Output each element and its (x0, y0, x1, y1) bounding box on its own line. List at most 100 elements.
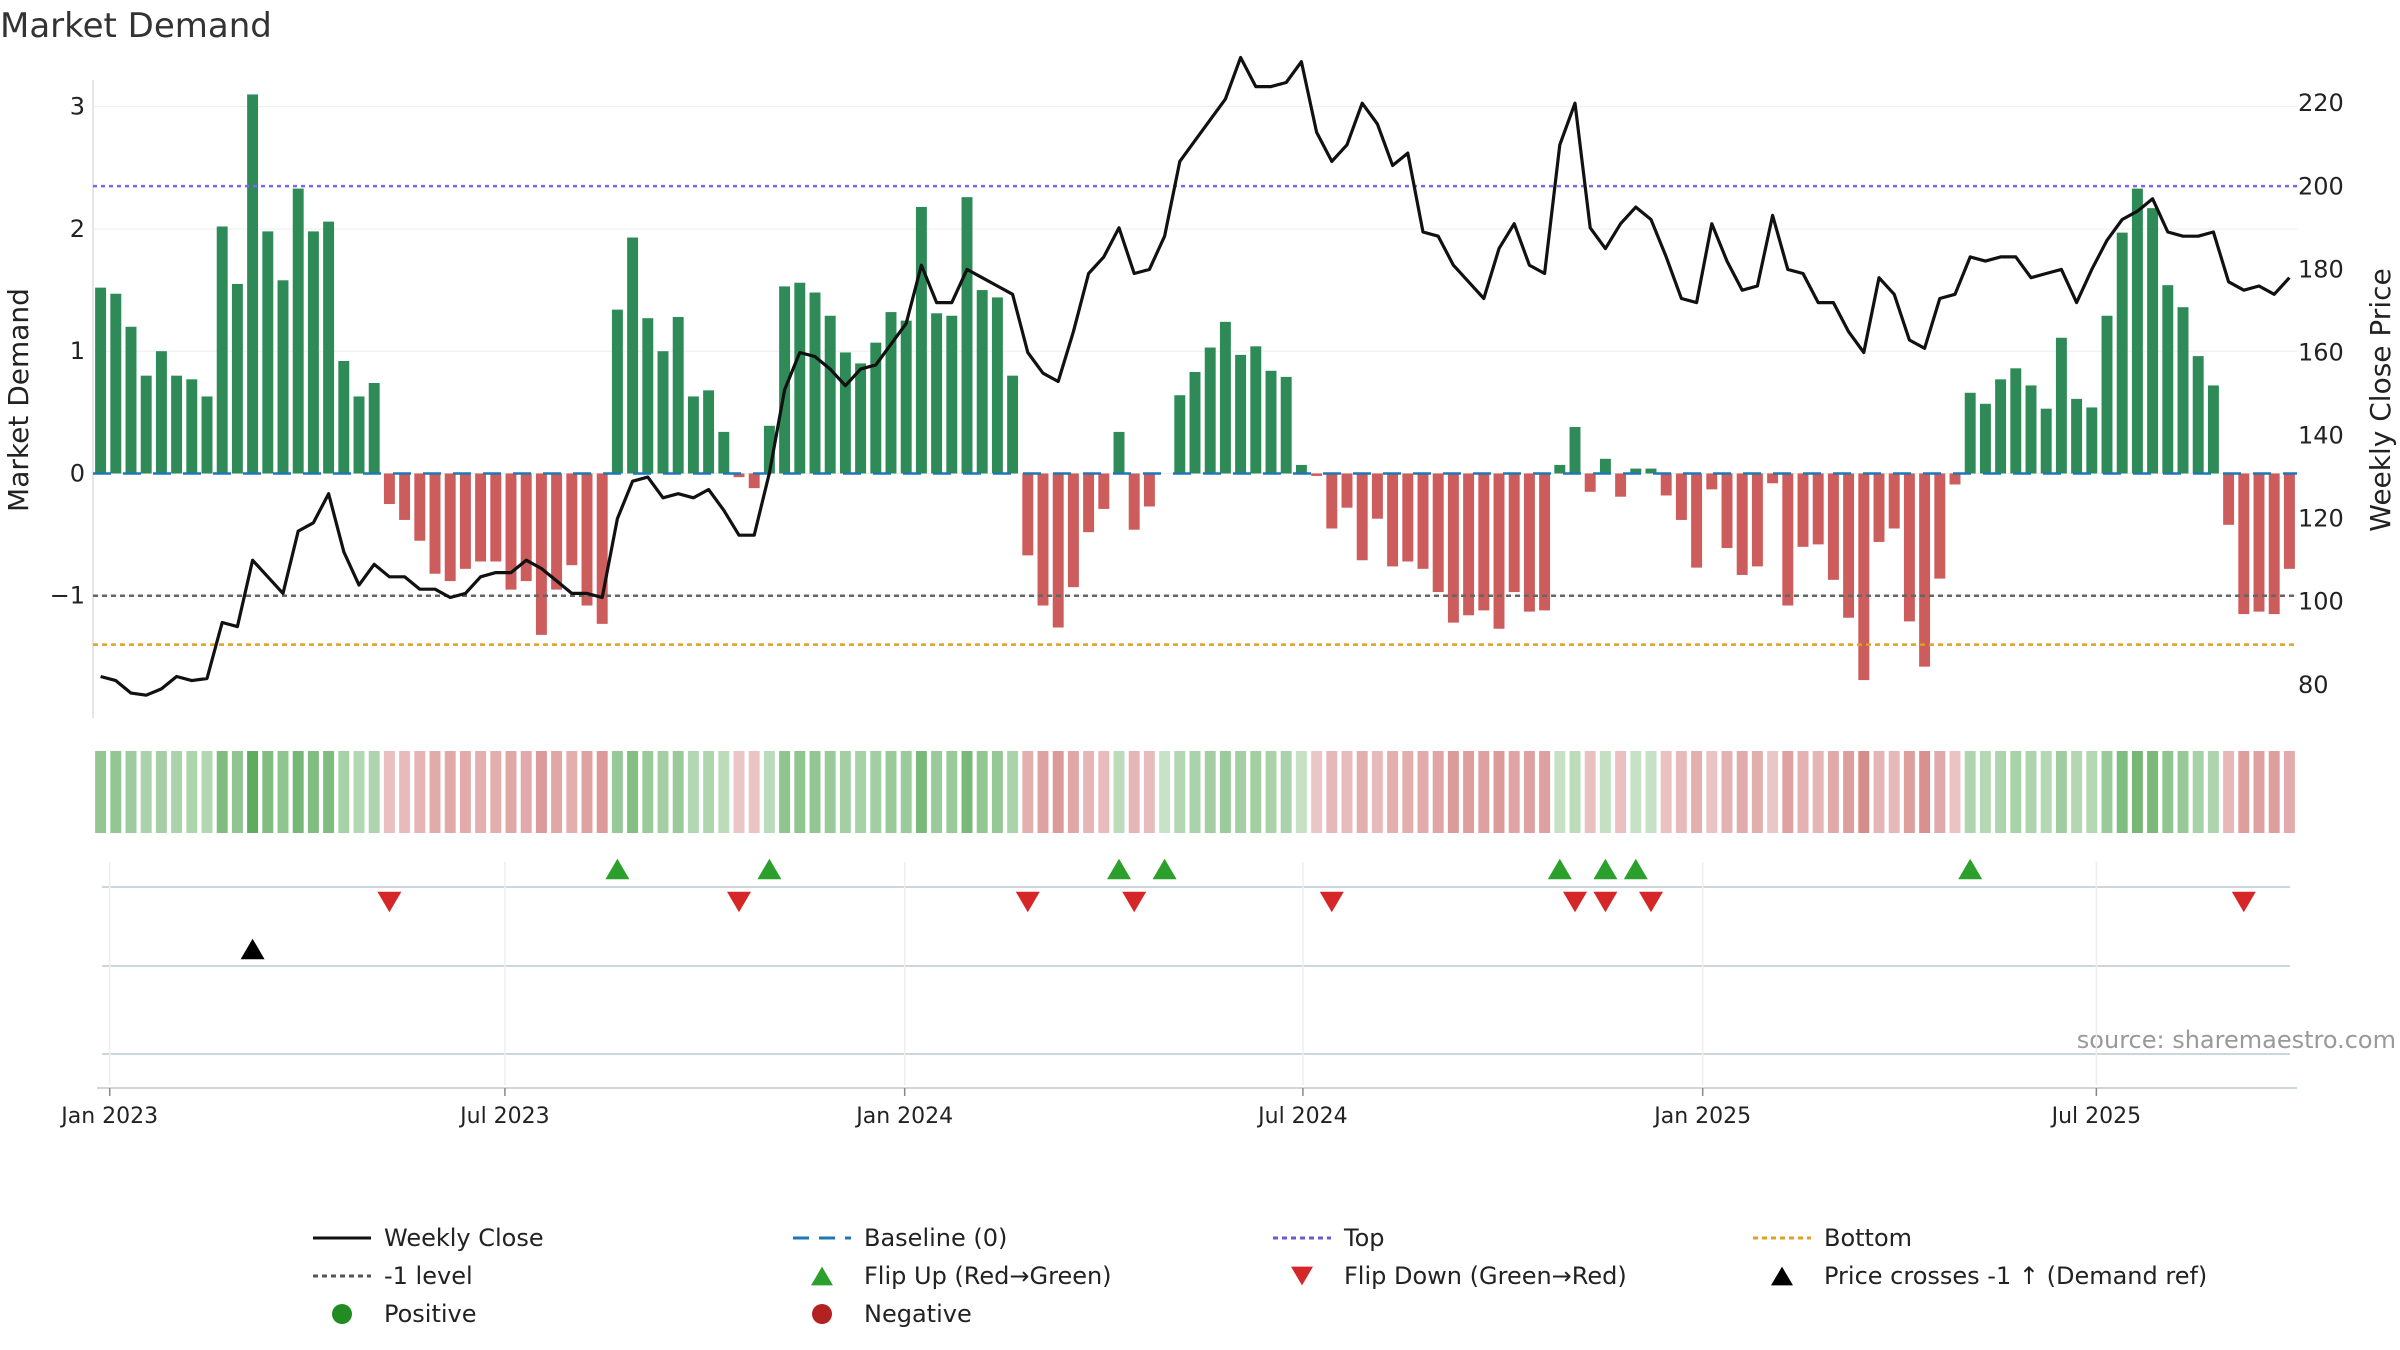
heat-cell (1706, 751, 1718, 833)
heat-cell (1675, 751, 1687, 833)
flip-up-marker (605, 858, 630, 880)
heat-cell (2101, 751, 2113, 833)
heat-cell (1417, 751, 1429, 833)
demand-bar-negative (1067, 473, 1079, 588)
demand-bar-positive (900, 320, 912, 474)
demand-bar-positive (1174, 395, 1186, 474)
demand-bar-negative (1843, 473, 1855, 618)
demand-bar-positive (794, 282, 806, 474)
heat-cell (1219, 751, 1231, 833)
heat-cell (2147, 751, 2159, 833)
demand-bar-positive (155, 351, 167, 474)
demand-bar-negative (1311, 473, 1323, 476)
heat-cell (1827, 751, 1839, 833)
demand-bar-positive (247, 94, 259, 474)
demand-bar-negative (414, 473, 426, 541)
heat-cell (885, 751, 897, 833)
heat-cell (1478, 751, 1490, 833)
heat-cell (277, 751, 289, 833)
heat-cell (535, 751, 547, 833)
demand-bar-negative (1523, 473, 1535, 612)
demand-bar-negative (1706, 473, 1718, 490)
flip-up-marker (1152, 858, 1177, 880)
heat-cell (2207, 751, 2219, 833)
demand-bar-positive (338, 360, 350, 474)
heat-cell (2223, 751, 2235, 833)
demand-bar-negative (1356, 473, 1368, 561)
legend-label: Price crosses -1 ↑ (Demand ref) (1824, 1262, 2207, 1290)
heat-cell (1098, 751, 1110, 833)
demand-bar-positive (824, 315, 836, 474)
right-tick-label: 120 (2298, 505, 2344, 533)
demand-bar-positive (2162, 285, 2174, 474)
demand-bar-negative (520, 473, 532, 582)
heat-cell (1995, 751, 2007, 833)
flip-up-marker (1623, 858, 1648, 880)
heat-cell (2131, 751, 2143, 833)
heat-cell (611, 751, 623, 833)
left-tick-label: −1 (50, 582, 85, 610)
x-tick-label: Jan 2024 (854, 1104, 953, 1129)
heat-cell (2040, 751, 2052, 833)
right-tick-label: 200 (2298, 172, 2344, 200)
heat-cell (1052, 751, 1064, 833)
demand-bar-negative (1493, 473, 1505, 629)
flip-down-marker (2231, 891, 2256, 913)
demand-bar-positive (1964, 392, 1976, 474)
signal-panels (97, 858, 2297, 1089)
heat-cell (809, 751, 821, 833)
demand-bar-positive (2040, 408, 2052, 474)
demand-bar-positive (368, 382, 380, 474)
heat-cell (1235, 751, 1247, 833)
heat-cell (839, 751, 851, 833)
demand-bar-positive (262, 231, 274, 474)
demand-bar-positive (186, 379, 198, 474)
heat-cell (855, 751, 867, 833)
heat-cell (216, 751, 228, 833)
heat-cell (627, 751, 639, 833)
demand-bar-positive (931, 313, 943, 474)
heat-cell (125, 751, 137, 833)
heat-cell (323, 751, 335, 833)
demand-bar-positive (1645, 468, 1657, 474)
demand-bar-positive (672, 316, 684, 474)
demand-bar-positive (140, 375, 152, 474)
demand-bar-negative (490, 473, 502, 562)
flip-down-marker (1639, 891, 1663, 913)
legend: Weekly Close Baseline (0) Top Bottom -1 leve… (313, 1224, 2207, 1328)
heat-cell (2283, 751, 2295, 833)
demand-bar-positive (1554, 464, 1566, 474)
heat-cell (186, 751, 198, 833)
demand-bar-positive (763, 425, 775, 474)
heat-cell (1402, 751, 1414, 833)
demand-bar-positive (1007, 375, 1019, 474)
source-label: source: sharemaestro.com (2077, 1026, 2396, 1054)
demand-bar-negative (551, 473, 563, 590)
heat-cell (1554, 751, 1566, 833)
heat-cell (1204, 751, 1216, 833)
demand-bar-negative (1919, 473, 1931, 667)
heat-cell (1447, 751, 1459, 833)
heat-cell (475, 751, 487, 833)
demand-bar-positive (2071, 398, 2083, 474)
flip-up-marker (1107, 858, 1131, 880)
demand-bar-negative (1402, 473, 1414, 562)
demand-bar-negative (1949, 473, 1961, 485)
heat-cell (1721, 751, 1733, 833)
weekly-close-line (100, 55, 2291, 697)
heat-cell (2162, 751, 2174, 833)
demand-bar-negative (535, 473, 547, 635)
legend-label: Weekly Close (384, 1224, 544, 1252)
demand-bar-positive (718, 431, 730, 474)
demand-bar-negative (1143, 473, 1155, 507)
heat-cell (1265, 751, 1277, 833)
demand-bar-positive (961, 197, 973, 474)
demand-bar-positive (323, 221, 335, 474)
heat-cell (368, 751, 380, 833)
heat-cell (383, 751, 395, 833)
heat-cell (1615, 751, 1627, 833)
left-tick-label: 0 (70, 459, 85, 487)
heat-cell (292, 751, 304, 833)
right-axis-label: Weekly Close Price (2364, 268, 2397, 531)
demand-bar-positive (125, 326, 137, 474)
